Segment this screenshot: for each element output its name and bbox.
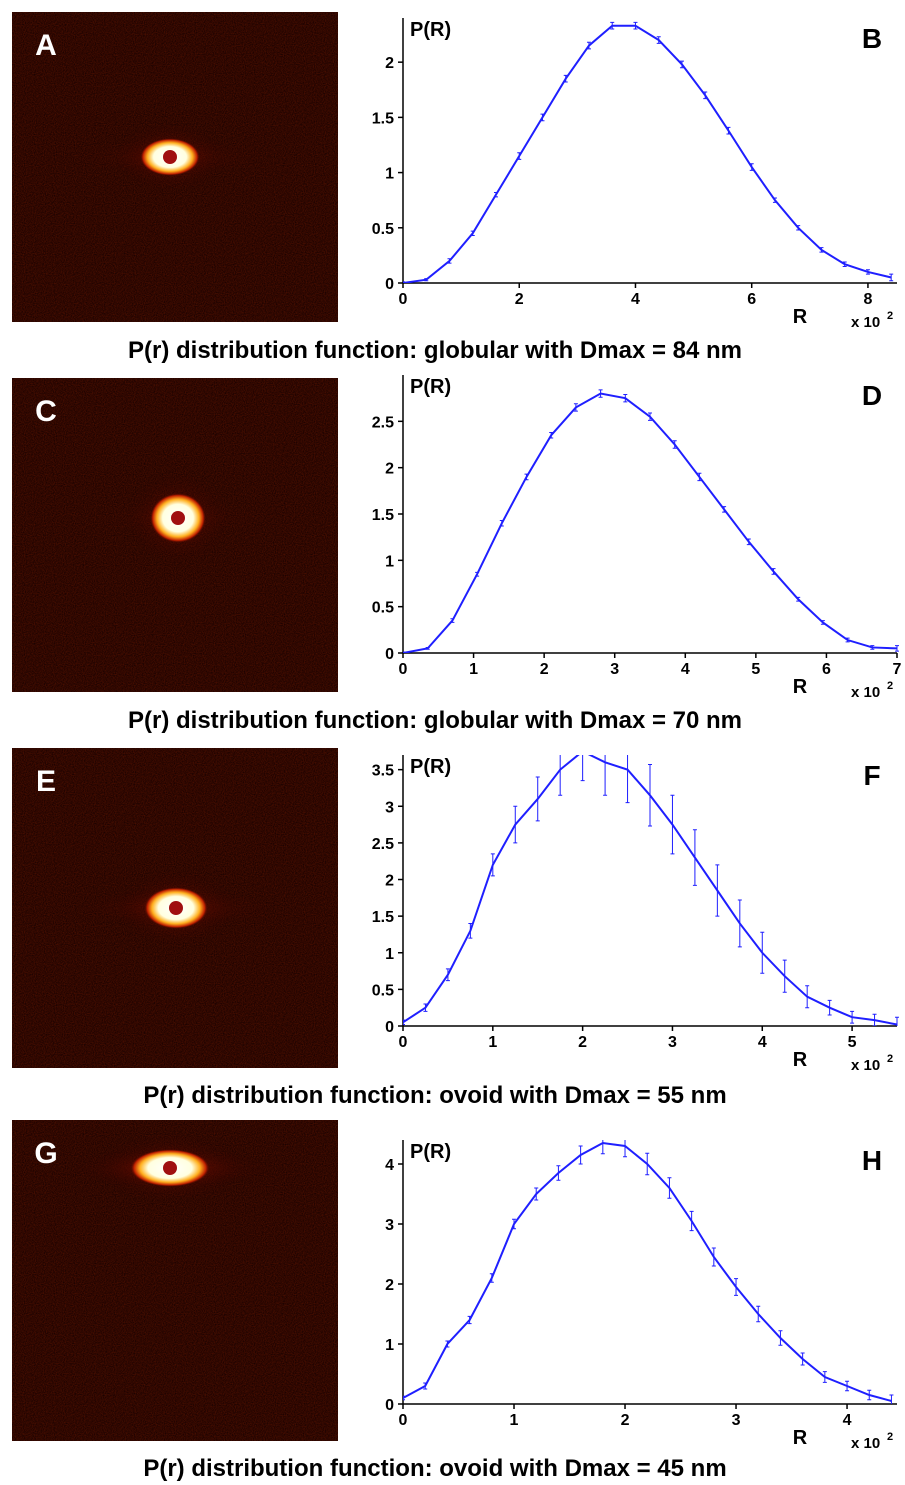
x-tick-label: 5 bbox=[751, 661, 760, 678]
plot bbox=[403, 21, 894, 283]
y-tick-label: 3.5 bbox=[372, 763, 394, 780]
y-tick-label: 1 bbox=[385, 1337, 394, 1354]
panel-row: E P(r) distribution function: ovoid with … bbox=[12, 748, 899, 1109]
y-tick-label: 1 bbox=[385, 946, 394, 963]
panel-label: H bbox=[862, 1145, 882, 1176]
x-scale: x 10 bbox=[851, 1435, 880, 1452]
y-tick-label: 0.5 bbox=[372, 600, 394, 617]
x-tick-label: 3 bbox=[610, 661, 619, 678]
y-tick-label: 1 bbox=[385, 166, 394, 183]
y-tick-label: 2 bbox=[385, 873, 394, 890]
beam-stop bbox=[171, 511, 185, 525]
y-tick-label: 0.5 bbox=[372, 221, 394, 238]
y-tick-label: 0 bbox=[385, 1397, 394, 1414]
beam-stop bbox=[163, 1161, 177, 1175]
panel-label: F bbox=[863, 760, 880, 791]
error-bar bbox=[580, 755, 585, 782]
x-tick-label: 4 bbox=[631, 291, 640, 308]
x-axis-label: R bbox=[793, 306, 808, 328]
data-line bbox=[403, 1141, 892, 1402]
data-line bbox=[403, 755, 898, 1026]
x-scale-exp: 2 bbox=[887, 1431, 893, 1443]
y-tick-label: 1.5 bbox=[372, 909, 394, 926]
y-axis-label: P(R) bbox=[410, 376, 451, 398]
x-axis-label: R bbox=[793, 676, 808, 698]
x-tick-label: 5 bbox=[848, 1034, 857, 1051]
y-tick-label: 1 bbox=[385, 553, 394, 570]
y-tick-label: 2 bbox=[385, 1277, 394, 1294]
panel-row: G P(r) distribution function: ovoid with … bbox=[12, 1120, 897, 1482]
y-tick-label: 0 bbox=[385, 276, 394, 293]
plot bbox=[403, 755, 899, 1026]
x-tick-label: 4 bbox=[681, 661, 690, 678]
y-tick-label: 2 bbox=[385, 461, 394, 478]
x-tick-label: 3 bbox=[732, 1412, 741, 1429]
panel-row: A P(r) distribution function: globular wi… bbox=[12, 12, 897, 364]
x-tick-label: 6 bbox=[822, 661, 831, 678]
y-tick-label: 3 bbox=[385, 799, 394, 816]
x-scale-exp: 2 bbox=[887, 680, 893, 692]
panel-label: B bbox=[862, 23, 882, 54]
x-tick-label: 4 bbox=[843, 1412, 852, 1429]
panel-label: D bbox=[862, 380, 882, 411]
image-label: G bbox=[34, 1137, 57, 1170]
x-tick-label: 2 bbox=[515, 291, 524, 308]
x-scale: x 10 bbox=[851, 314, 880, 331]
y-tick-label: 2.5 bbox=[372, 836, 394, 853]
y-axis-label: P(R) bbox=[410, 19, 451, 41]
data-line bbox=[403, 392, 898, 653]
y-tick-label: 0.5 bbox=[372, 982, 394, 999]
x-scale: x 10 bbox=[851, 1057, 880, 1074]
y-tick-label: 0 bbox=[385, 646, 394, 663]
x-tick-label: 1 bbox=[469, 661, 478, 678]
data-line bbox=[403, 24, 892, 283]
x-tick-label: 0 bbox=[399, 661, 408, 678]
x-tick-label: 6 bbox=[747, 291, 756, 308]
y-tick-label: 2.5 bbox=[372, 414, 394, 431]
beam-stop bbox=[169, 901, 183, 915]
y-axis-label: P(R) bbox=[410, 1141, 451, 1163]
x-scale-exp: 2 bbox=[887, 1053, 893, 1065]
caption: P(r) distribution function: globular wit… bbox=[128, 707, 742, 734]
beam-stop bbox=[163, 150, 177, 164]
x-tick-label: 1 bbox=[488, 1034, 497, 1051]
y-tick-label: 1.5 bbox=[372, 507, 394, 524]
x-tick-label: 4 bbox=[758, 1034, 767, 1051]
error-bar bbox=[403, 1019, 405, 1026]
image-label: C bbox=[35, 395, 57, 428]
x-tick-label: 0 bbox=[399, 1034, 408, 1051]
x-tick-label: 1 bbox=[510, 1412, 519, 1429]
error-bar bbox=[895, 645, 899, 652]
y-tick-label: 0 bbox=[385, 1019, 394, 1036]
caption: P(r) distribution function: ovoid with D… bbox=[143, 1082, 726, 1109]
image-label: A bbox=[35, 29, 57, 62]
x-tick-label: 7 bbox=[893, 661, 902, 678]
x-tick-label: 2 bbox=[540, 661, 549, 678]
plot bbox=[403, 1140, 894, 1404]
x-tick-label: 2 bbox=[621, 1412, 630, 1429]
x-tick-label: 2 bbox=[578, 1034, 587, 1051]
x-axis-label: R bbox=[793, 1049, 808, 1071]
y-tick-label: 4 bbox=[385, 1157, 394, 1174]
caption: P(r) distribution function: ovoid with D… bbox=[143, 1455, 726, 1482]
x-tick-label: 3 bbox=[668, 1034, 677, 1051]
image-label: E bbox=[36, 765, 56, 798]
panel-row: C P(r) distribution function: globular wi… bbox=[12, 375, 902, 734]
x-scale-exp: 2 bbox=[887, 310, 893, 322]
y-tick-label: 1.5 bbox=[372, 110, 394, 127]
x-scale: x 10 bbox=[851, 684, 880, 701]
x-tick-label: 0 bbox=[399, 291, 408, 308]
y-tick-label: 2 bbox=[385, 55, 394, 72]
y-tick-label: 3 bbox=[385, 1217, 394, 1234]
y-axis-label: P(R) bbox=[410, 756, 451, 778]
caption: P(r) distribution function: globular wit… bbox=[128, 337, 742, 364]
x-tick-label: 0 bbox=[399, 1412, 408, 1429]
plot bbox=[403, 389, 899, 653]
x-tick-label: 8 bbox=[863, 291, 872, 308]
x-axis-label: R bbox=[793, 1427, 808, 1449]
